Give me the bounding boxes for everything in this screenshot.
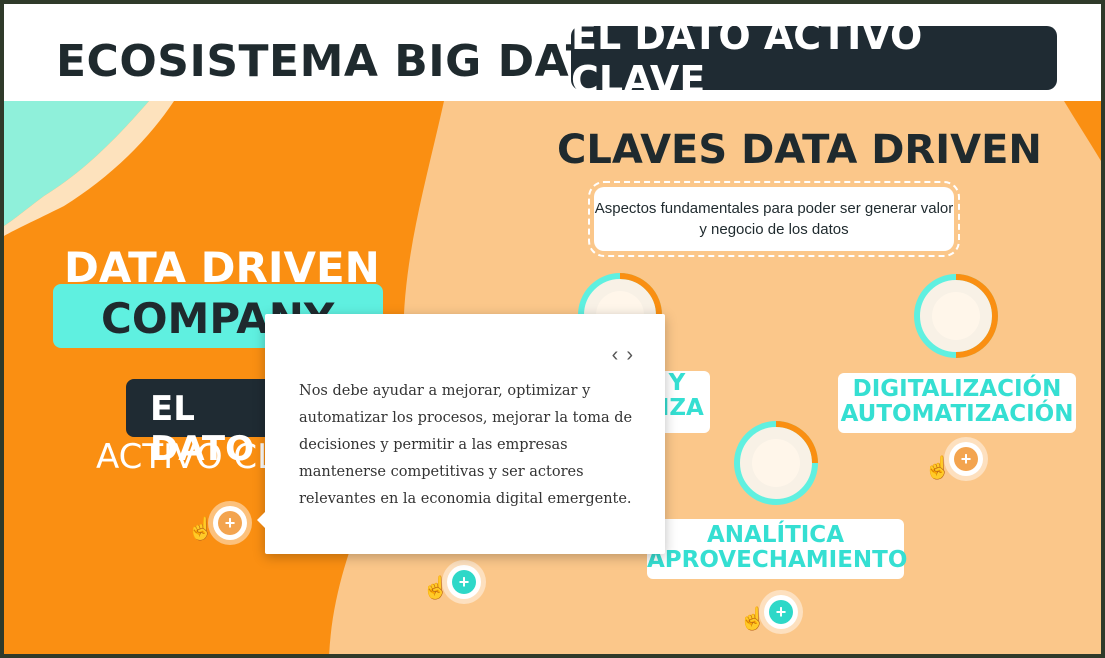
data-driven-title: DATA DRIVEN xyxy=(64,243,380,292)
item-label-2-line1: DIGITALIZACIÓN xyxy=(852,376,1062,402)
pointer-hand-icon: ☝ xyxy=(739,606,767,631)
pointer-hand-icon: ☝ xyxy=(924,455,952,480)
hotspot-button-3[interactable]: + xyxy=(764,595,798,629)
title-badge: EL DATO ACTIVO CLAVE xyxy=(571,14,1057,102)
el-dato-tag: EL DATO xyxy=(126,379,296,469)
icon-inner xyxy=(932,292,980,340)
progress-arc xyxy=(619,273,662,316)
hotspot-button-1[interactable]: + xyxy=(447,565,481,599)
item-label-3: ANALÍTICA APROVECHAMIENTO xyxy=(647,519,908,579)
popup-text: Nos debe ayudar a mejorar, optimizar y a… xyxy=(299,383,633,507)
popup-nav: ‹› xyxy=(612,344,641,367)
plus-icon: + xyxy=(954,447,978,471)
item-label-3-line2: APROVECHAMIENTO xyxy=(647,547,908,573)
chevron-left-icon[interactable]: ‹ xyxy=(611,344,627,366)
item-label-2-line2: AUTOMATIZACIÓN xyxy=(840,401,1074,427)
plus-icon: + xyxy=(218,511,242,535)
el-dato-label: EL DATO xyxy=(150,389,254,469)
item-label-3-line1: ANALÍTICA xyxy=(707,522,844,548)
plus-icon: + xyxy=(452,570,476,594)
activo-clave-label: ACTIVO CL xyxy=(96,437,277,477)
pointer-hand-icon: ☝ xyxy=(187,516,215,541)
item-label-2: DIGITALIZACIÓN AUTOMATIZACIÓN xyxy=(838,373,1076,433)
hotspot-button-2[interactable]: + xyxy=(949,442,983,476)
header: ECOSISTEMA BIG DATA EL DATO ACTIVO CLAVE xyxy=(4,4,1101,102)
icon-inner xyxy=(752,439,800,487)
plus-icon: + xyxy=(769,600,793,624)
popup-caret xyxy=(257,512,265,528)
claves-title: CLAVES DATA DRIVEN xyxy=(557,127,1042,173)
analytics-icon xyxy=(734,421,818,505)
progress-arc xyxy=(955,274,998,358)
hotspot-button-company[interactable]: + xyxy=(213,506,247,540)
chevron-right-icon[interactable]: › xyxy=(626,344,641,366)
info-popup: ‹› Nos debe ayudar a mejorar, optimizar … xyxy=(257,314,665,554)
progress-arc xyxy=(775,421,818,464)
item-label-1-line1: Y xyxy=(668,370,686,396)
tablet-icon xyxy=(914,274,998,358)
pointer-hand-icon: ☝ xyxy=(422,575,450,600)
subtitle-box: Aspectos fundamentales para poder ser ge… xyxy=(588,181,960,257)
page-title: ECOSISTEMA BIG DATA xyxy=(56,36,628,87)
